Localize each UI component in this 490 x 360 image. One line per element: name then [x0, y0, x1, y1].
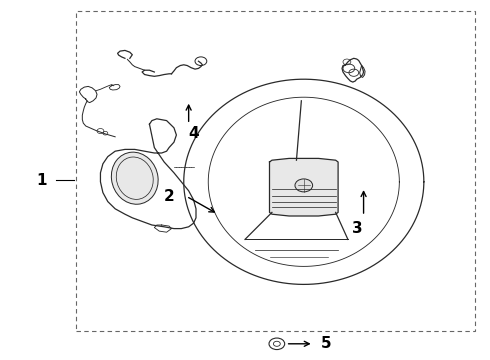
- Circle shape: [295, 179, 313, 192]
- Text: 4: 4: [188, 126, 199, 141]
- Ellipse shape: [111, 152, 158, 204]
- Text: 1: 1: [36, 172, 47, 188]
- Text: 3: 3: [352, 221, 363, 236]
- Text: 5: 5: [320, 336, 331, 351]
- Bar: [76, 11, 475, 331]
- Text: 2: 2: [164, 189, 174, 204]
- Polygon shape: [270, 158, 338, 216]
